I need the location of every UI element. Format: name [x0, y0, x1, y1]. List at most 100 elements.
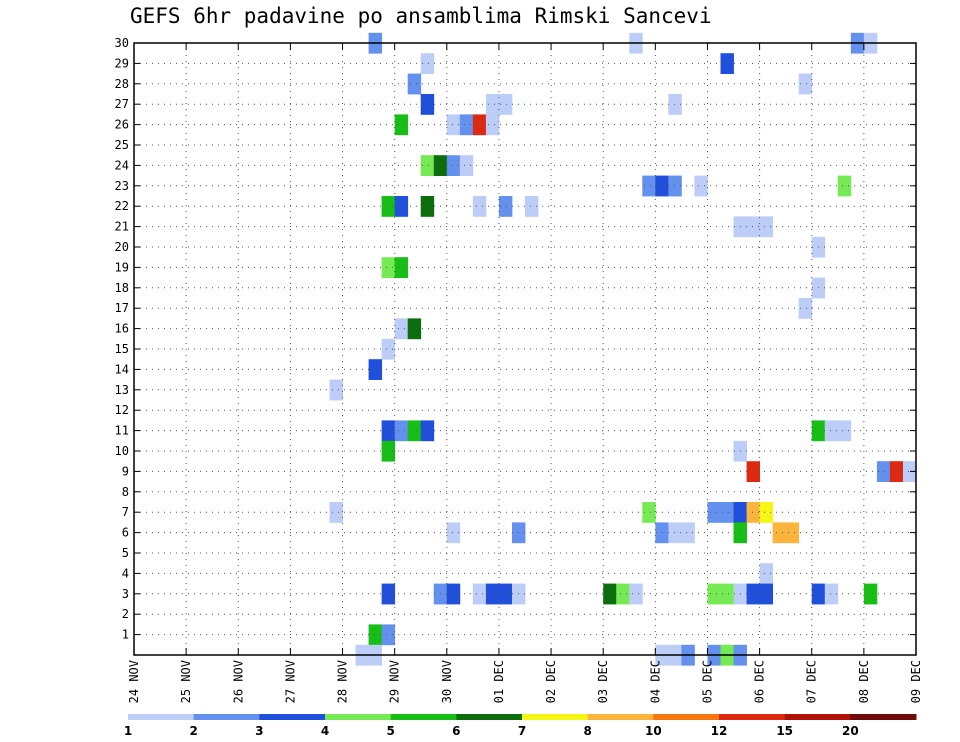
- heatmap-cell: [459, 114, 474, 136]
- heatmap-cell: [446, 522, 461, 544]
- y-tick-label: 28: [115, 77, 129, 91]
- x-tick-label: 08 DEC: [857, 660, 871, 703]
- heatmap-cell: [798, 298, 813, 319]
- chart-title: GEFS 6hr padavine po ansamblima Rimski S…: [130, 4, 712, 28]
- y-tick-label: 27: [115, 97, 129, 111]
- heatmap-cell: [681, 522, 695, 544]
- x-tick-label: 03 DEC: [596, 660, 610, 703]
- y-tick-label: 17: [115, 301, 129, 315]
- x-tick-label: 07 DEC: [805, 660, 819, 703]
- heatmap-cell: [603, 583, 617, 605]
- heatmap-cell: [329, 502, 343, 523]
- y-axis: 1234567891011121314151617181920212223242…: [115, 36, 916, 642]
- heatmap-cell: [642, 502, 656, 523]
- heatmap-cell: [668, 522, 682, 544]
- y-tick-label: 13: [115, 383, 129, 397]
- heatmap-cell: [863, 583, 878, 605]
- heatmap-cell: [498, 94, 513, 115]
- y-tick-label: 5: [122, 546, 129, 560]
- y-tick-label: 1: [122, 628, 129, 642]
- y-tick-label: 23: [115, 179, 129, 193]
- heatmap-cell: [472, 583, 487, 605]
- heatmap-cell: [407, 318, 422, 340]
- heatmap-cell: [837, 175, 852, 197]
- heatmap-cell: [407, 73, 422, 95]
- y-tick-label: 21: [115, 220, 129, 234]
- x-tick-label: 30 NOV: [440, 660, 454, 703]
- legend-swatch: [587, 714, 654, 720]
- y-tick-label: 15: [115, 342, 129, 356]
- y-tick-label: 20: [115, 240, 129, 254]
- y-tick-label: 6: [122, 526, 129, 540]
- heatmap-cell: [498, 583, 513, 605]
- heatmap-cell: [720, 53, 734, 74]
- legend-label: 12: [711, 724, 728, 738]
- heatmap-cell: [616, 583, 630, 605]
- heatmap-cell: [381, 196, 396, 217]
- y-tick-label: 24: [115, 158, 129, 172]
- legend-label: 6: [452, 724, 460, 738]
- x-tick-label: 27 NOV: [283, 660, 297, 703]
- heatmap-cell: [381, 624, 396, 646]
- heatmap-cell: [746, 461, 760, 482]
- heatmap-cell: [459, 155, 474, 176]
- x-tick-label: 04 DEC: [648, 660, 662, 703]
- heatmap-cell: [472, 114, 487, 136]
- legend-label: 1: [124, 724, 132, 738]
- heatmap-cell: [368, 624, 383, 646]
- heatmap-cell: [746, 583, 760, 605]
- legend-swatch: [653, 714, 720, 720]
- y-tick-label: 16: [115, 322, 129, 336]
- heatmap-cell: [394, 318, 409, 340]
- heatmap-cell: [876, 461, 891, 482]
- heatmap-cell: [485, 583, 500, 605]
- legend-label: 3: [255, 724, 263, 738]
- heatmap-cell: [446, 114, 461, 136]
- x-axis: 24 NOV 25 NOV 26 NOV 27 NOV 28 NOV 29 NOV 30 N…: [127, 43, 923, 703]
- y-tick-label: 7: [122, 505, 129, 519]
- y-tick-label: 22: [115, 199, 129, 213]
- heatmap-cell: [668, 175, 682, 197]
- heatmap-cell: [525, 196, 539, 217]
- heatmap-cell: [798, 73, 813, 95]
- y-tick-label: 30: [115, 36, 129, 50]
- legend-label: 5: [386, 724, 394, 738]
- heatmap-cell: [772, 522, 787, 544]
- heatmap-cell: [394, 196, 409, 217]
- legend-swatch: [325, 714, 392, 720]
- legend-swatch: [456, 714, 523, 720]
- heatmap-cell: [381, 583, 396, 605]
- x-tick-label: 26 NOV: [231, 660, 245, 703]
- heatmap-cell: [498, 196, 513, 217]
- legend-swatch: [193, 714, 260, 720]
- y-tick-label: 9: [122, 464, 129, 478]
- heatmap-cell: [420, 155, 435, 176]
- heatmap-cell: [420, 53, 435, 74]
- color-legend: 1 2 3 4 5 6 7 8 10 12 15 20: [124, 714, 917, 738]
- x-tick-label: 28 NOV: [336, 660, 350, 703]
- x-tick-label: 09 DEC: [909, 660, 923, 703]
- heatmap-cell: [759, 502, 774, 523]
- y-tick-label: 4: [122, 566, 129, 580]
- heatmap-cell: [759, 216, 774, 238]
- heatmap-cell: [394, 420, 409, 442]
- x-tick-label: 29 NOV: [388, 660, 402, 703]
- heatmap-cells: [329, 32, 917, 666]
- heatmap-cell: [668, 94, 682, 115]
- legend-swatch: [128, 714, 195, 720]
- heatmap-cell: [707, 502, 721, 523]
- heatmap-cell: [707, 583, 721, 605]
- heatmap-cell: [407, 420, 422, 442]
- heatmap-cell: [420, 196, 435, 217]
- legend-swatch: [850, 714, 917, 720]
- y-tick-label: 25: [115, 138, 129, 152]
- heatmap-cell: [824, 583, 839, 605]
- x-tick-label: 02 DEC: [544, 660, 558, 703]
- legend-swatch: [522, 714, 589, 720]
- heatmap-cell: [837, 420, 852, 442]
- legend-swatch: [784, 714, 851, 720]
- x-tick-label: 01 DEC: [492, 660, 506, 703]
- legend-label: 20: [842, 724, 859, 738]
- x-tick-label: 05 DEC: [700, 660, 714, 703]
